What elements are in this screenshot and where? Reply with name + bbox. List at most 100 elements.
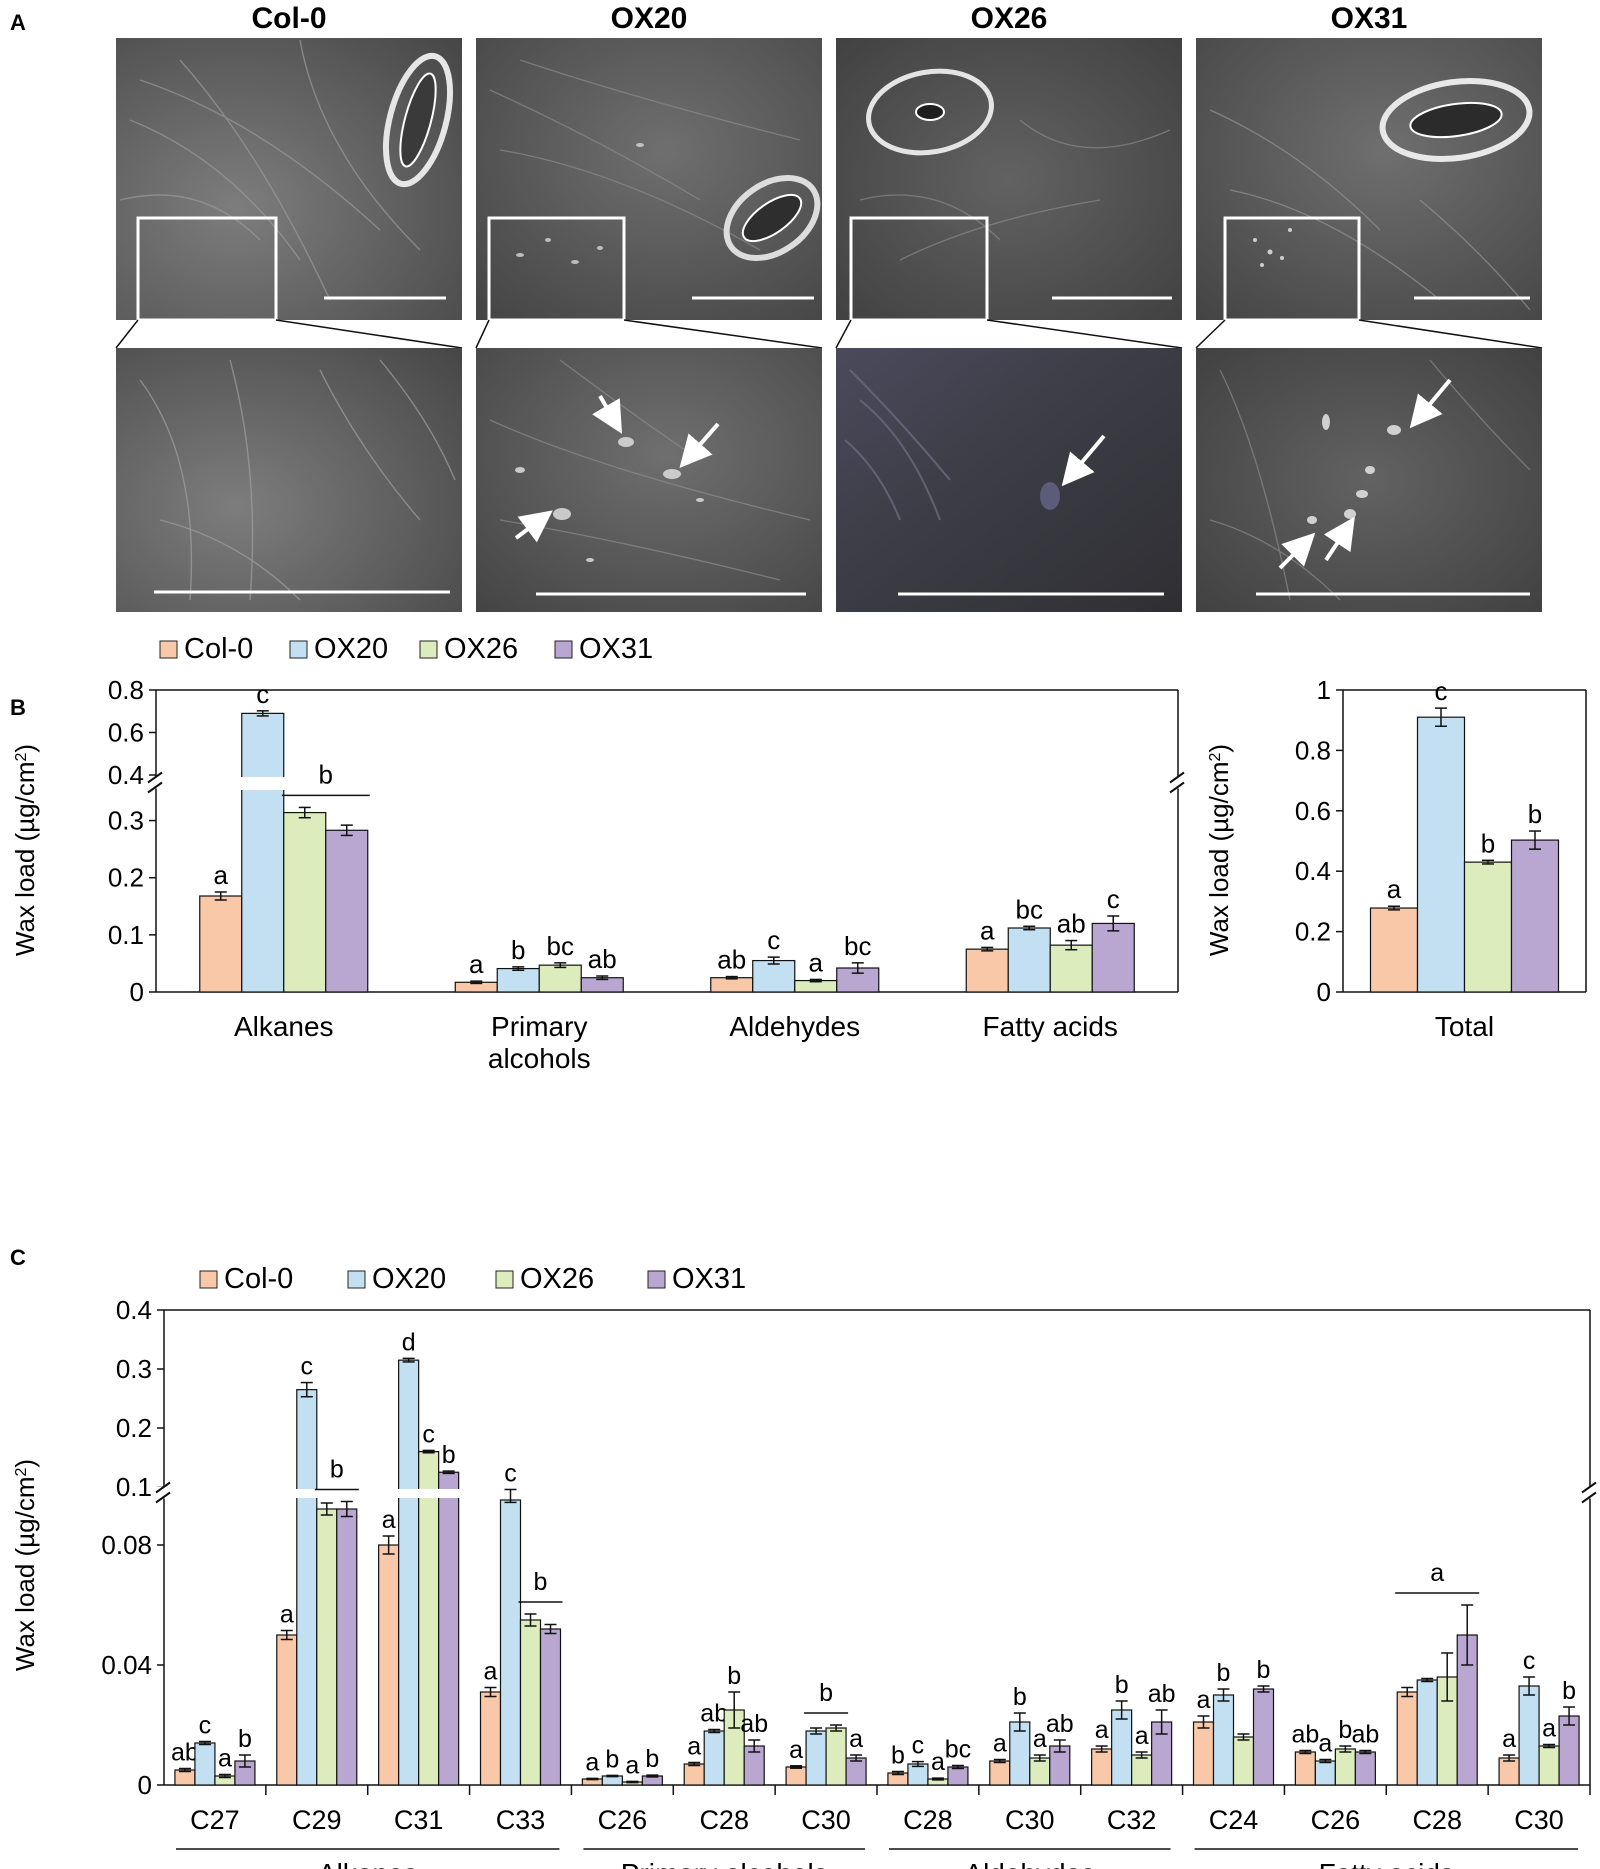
significance-letter: a [1318,1730,1332,1758]
significance-letter: ab [588,944,617,974]
bar-ox31-aldehydes [836,967,880,993]
bar-col-0-c24 [1192,1721,1215,1786]
chart-wax-total: 0 0.2 0.4 0.6 0.8 1 a c b b Wax load (µg/cm2) Total [1204,675,1587,1042]
bar-col-0-c33 [479,1691,502,1786]
bar-ox26-alkanes [283,811,327,993]
significance-letter: a [484,1658,498,1686]
significance-letter: a [469,949,484,979]
significance-letter: b [645,1745,659,1773]
significance-letter: b [1217,1659,1231,1687]
significance-letter: bc [844,931,871,961]
significance-letter: c [301,1353,314,1381]
significance-letter: a [280,1601,294,1629]
micrograph-title-ox26: OX26 [970,2,1048,35]
significance-letter: b [1115,1671,1129,1699]
bar-col-0-c28 [683,1763,705,1786]
significance-letter: a [931,1748,945,1776]
significance-letter: c [1107,884,1120,914]
significance-letter: a [1387,874,1402,904]
bar-ox31-c30 [845,1757,867,1786]
bar-ox26-c32 [1131,1754,1153,1786]
bar-ox26-c30 [1029,1757,1051,1786]
axis-break-mark [155,1481,171,1494]
x-category-label-c28: C28 [903,1805,953,1835]
panel-label-b: B [10,695,26,720]
micrograph-ox20-zoom [476,348,822,612]
panel-label-c: C [10,1245,26,1270]
bar-break-gap [397,1489,420,1498]
significance-letter: a [1197,1686,1211,1714]
y-tick-label: 0.4 [1295,856,1331,886]
x-category-label-c32: C32 [1107,1805,1157,1835]
significance-letter: a [1135,1722,1149,1750]
class-group-label-alkanes: Alkanes [318,1858,418,1869]
x-category-label-c27: C27 [190,1805,240,1835]
y-tick-label: 0.4 [116,1295,152,1325]
bar-ox31-c24 [1252,1688,1275,1786]
bar-ox26-fatty-acids [1049,944,1093,993]
significance-letter: a [980,915,995,945]
class-group-label-aldehydes: Aldehydes [964,1858,1095,1869]
significance-letter: b [1013,1683,1027,1711]
legend-label-ox26: OX26 [520,1263,594,1295]
bar-ox20-c28 [703,1730,725,1786]
bar-col-0-c29 [276,1634,298,1786]
x-category-label-c24: C24 [1209,1805,1259,1835]
bar-ox31-c30 [1558,1715,1580,1786]
bar-break-gap [437,1489,460,1498]
significance-letter: a [1542,1715,1556,1743]
y-tick-label: 0.1 [116,1472,152,1502]
y-tick-label: 0.6 [108,718,144,748]
micrograph-ox26-zoom [836,348,1182,612]
significance-letter: a [1502,1725,1516,1753]
y-tick-label: 0.3 [108,806,144,836]
legend-swatch-ox20 [347,1270,366,1289]
bar-ox20-c32 [1111,1709,1133,1786]
significance-letter: a [625,1751,639,1779]
significance-letter: ab [740,1710,768,1738]
x-category-label-c26: C26 [1311,1805,1361,1835]
micrograph-ox20-top [476,38,822,322]
significance-letter: a [382,1506,396,1534]
bar-ox20-fatty-acids [1007,927,1051,993]
bar-ox20-c30 [1518,1685,1540,1786]
y-tick-label: 0.8 [1295,735,1331,765]
significance-letter: b [1562,1677,1576,1705]
bar-ox20-aldehydes [752,959,796,993]
axis-break-mark [1169,781,1185,794]
significance-letter: a [993,1730,1007,1758]
bar-ox20-c29 [296,1389,318,1786]
significance-letter: b [238,1725,252,1753]
y-tick-label: 0.04 [101,1650,152,1680]
bar-col-0-aldehydes [710,977,754,993]
significance-letter: bc [1016,894,1043,924]
bar-ox20-c30 [805,1730,827,1786]
bar-ox20-alkanes [241,712,285,993]
axis-break-mark [147,781,163,794]
legend-label-col-0: Col-0 [184,633,253,665]
panel-label-a: A [10,10,26,35]
legend-swatch-ox26 [419,640,438,659]
x-category-label-aldehydes: Aldehydes [729,1011,860,1042]
x-category-label-c30: C30 [801,1805,851,1835]
significance-letter: b [1481,828,1495,858]
group-significance-letter: a [1430,1559,1444,1587]
micrograph-ox26-top [836,38,1182,322]
bar-total-col-0 [1369,907,1419,993]
bar-col-0-c30 [989,1760,1011,1786]
significance-letter: ab [1291,1721,1319,1749]
bar-break-gap [295,1489,318,1498]
significance-letter: bc [945,1736,971,1764]
axis-break-mark [155,1491,171,1504]
significance-letter: ab [717,945,746,975]
legend-label-ox31: OX31 [672,1263,746,1295]
significance-letter: a [809,947,824,977]
significance-letter: b [511,935,525,965]
axis-break-mark [147,771,163,784]
bar-col-0-c30 [1498,1757,1520,1786]
significance-letter: a [1095,1716,1109,1744]
bar-ox20-c24 [1212,1694,1235,1786]
legend-label-ox20: OX20 [314,633,388,665]
x-category-label-c28: C28 [699,1805,749,1835]
legend-label-col-0: Col-0 [224,1263,293,1295]
